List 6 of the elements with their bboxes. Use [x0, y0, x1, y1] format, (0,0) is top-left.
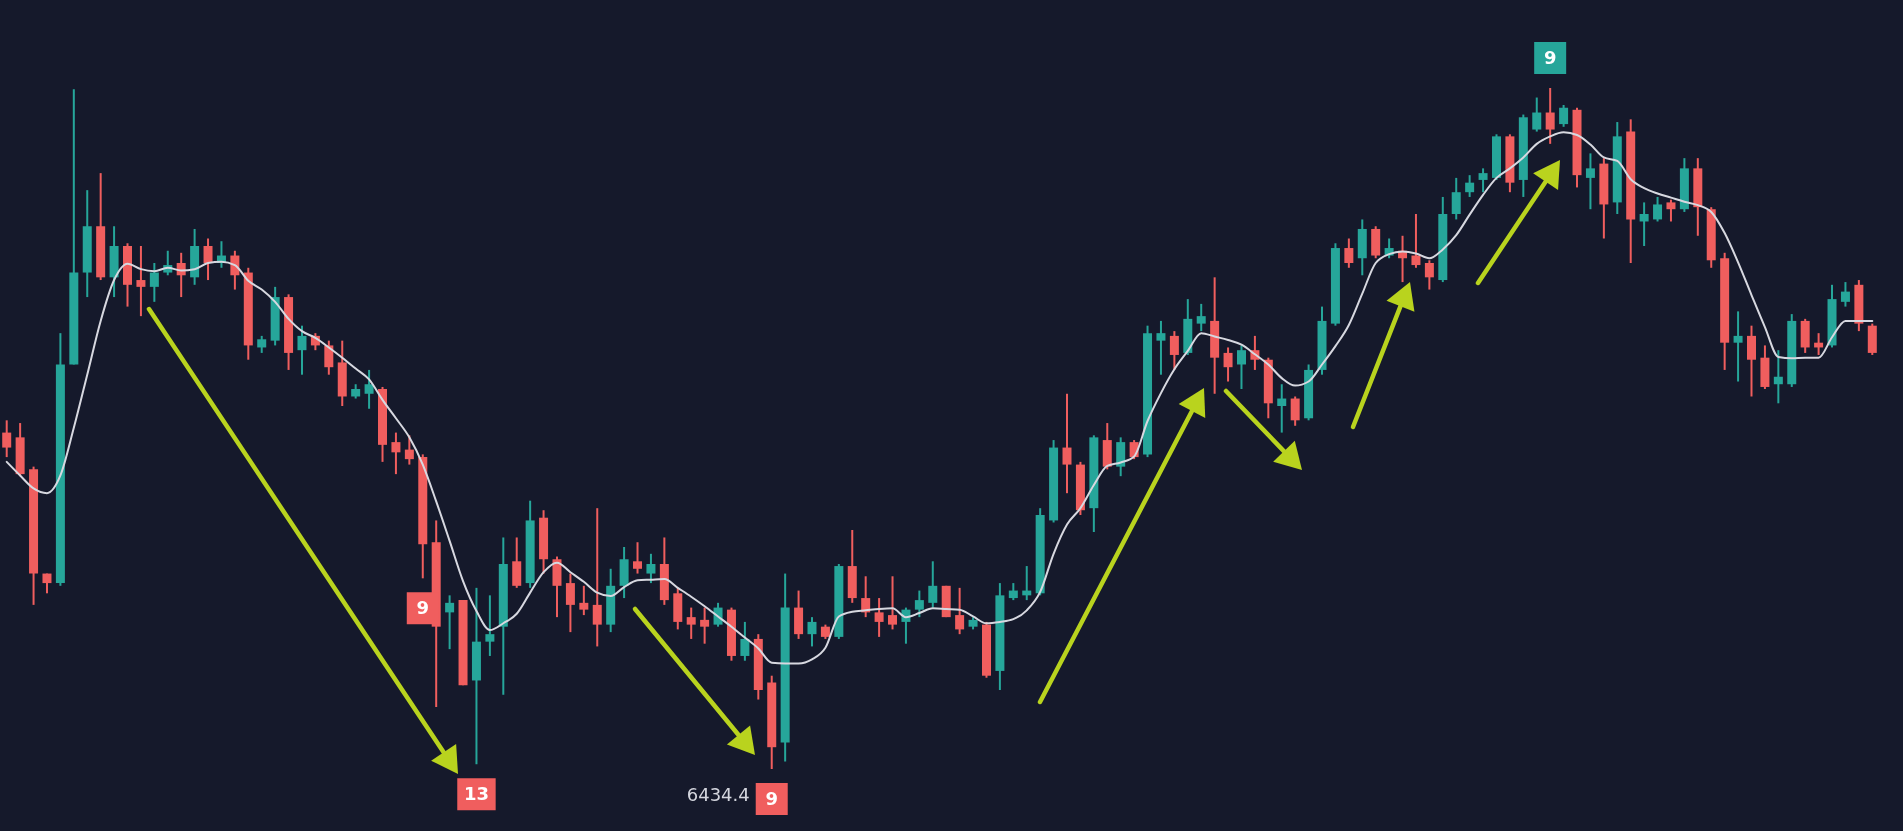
candlestick: [1733, 311, 1743, 382]
annotation: 9: [416, 597, 430, 619]
annotation: 9: [765, 788, 778, 809]
annotation: 9: [1543, 47, 1557, 68]
annotation: 13: [463, 783, 489, 805]
text: 6434.4: [686, 784, 750, 805]
